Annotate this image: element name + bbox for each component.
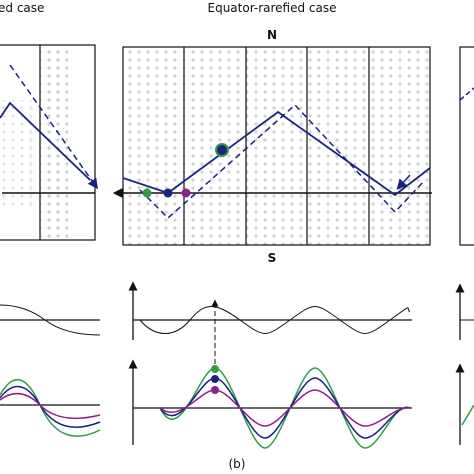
left-panel <box>0 44 99 241</box>
left-title: ed case <box>0 1 44 15</box>
caption: (b) <box>229 457 246 471</box>
south-label: S <box>268 251 277 265</box>
center-title: Equator-rarefied case <box>208 1 337 15</box>
north-label: N <box>267 28 277 42</box>
left-waves <box>0 304 101 437</box>
right-panel <box>459 46 474 246</box>
center-panel <box>112 46 432 246</box>
center-waves <box>128 281 412 449</box>
right-waves <box>455 283 474 445</box>
